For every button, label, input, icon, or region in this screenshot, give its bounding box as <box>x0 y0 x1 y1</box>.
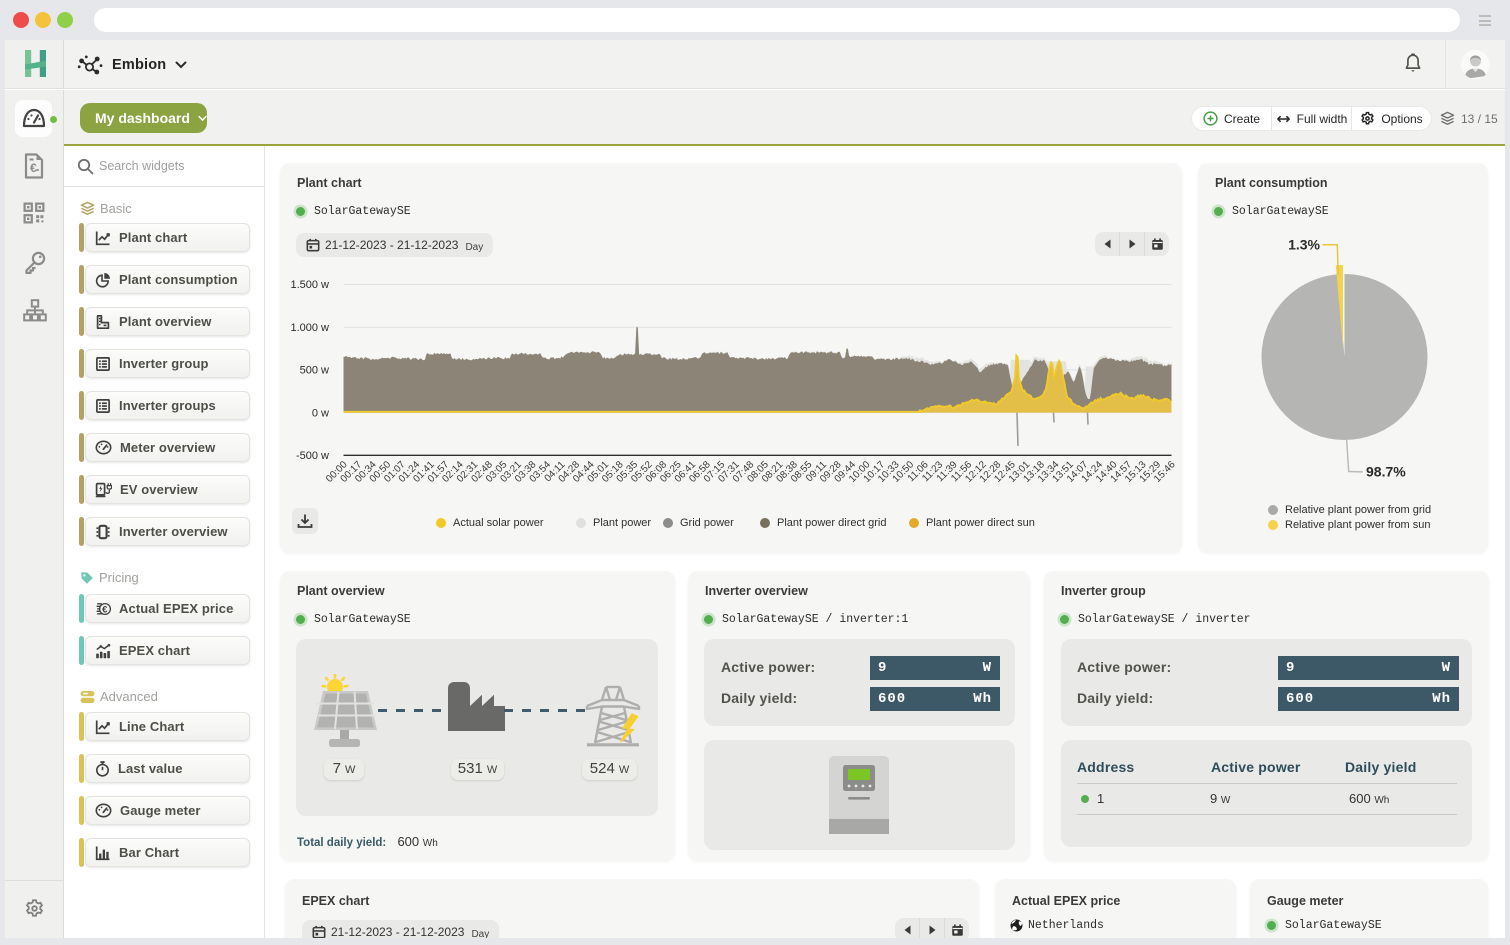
svg-text:-500 w: -500 w <box>296 450 329 462</box>
svg-text:98.7%: 98.7% <box>1366 464 1406 480</box>
svg-text:500 w: 500 w <box>300 365 329 377</box>
svg-text:€: € <box>30 161 37 175</box>
svg-text:1.3%: 1.3% <box>1288 237 1320 253</box>
svg-text:0 w: 0 w <box>312 407 329 419</box>
svg-text:1.000 w: 1.000 w <box>290 322 329 334</box>
svg-text:€: € <box>102 604 108 615</box>
svg-text:1.500 w: 1.500 w <box>290 279 329 291</box>
